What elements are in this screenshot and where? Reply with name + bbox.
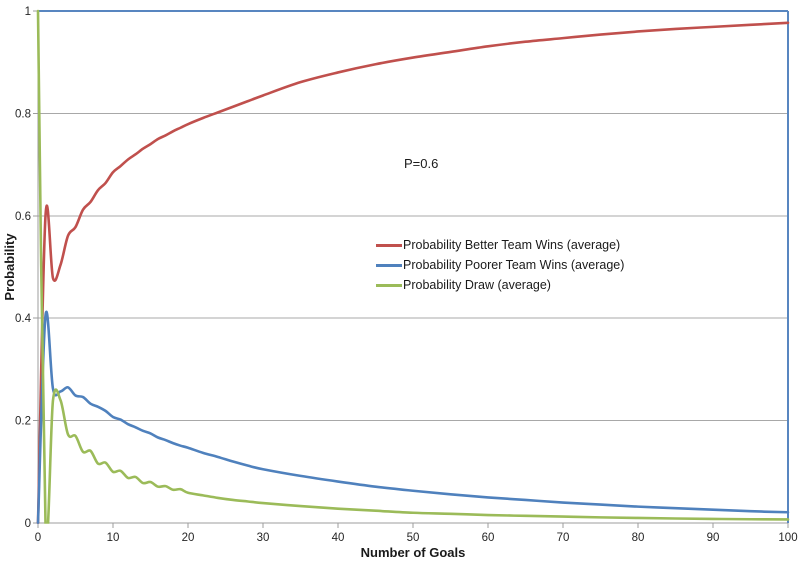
svg-text:1: 1 [25,6,31,18]
svg-text:20: 20 [182,532,195,544]
svg-text:0.8: 0.8 [15,108,31,120]
legend-label: Probability Poorer Team Wins (average) [403,258,625,272]
legend-label: Probability Better Team Wins (average) [403,238,621,252]
legend-line-swatch-blue [376,263,402,267]
svg-text:60: 60 [482,532,495,544]
legend-label: Probability Draw (average) [403,278,551,292]
svg-text:0.2: 0.2 [15,416,31,428]
svg-text:70: 70 [557,532,570,544]
x-axis-title: Number of Goals [360,545,466,560]
legend-line-swatch-red [376,243,402,247]
legend-item: Probability Better Team Wins (average) [376,235,624,255]
svg-text:0.6: 0.6 [15,211,31,223]
svg-text:0: 0 [25,518,31,530]
svg-text:0: 0 [35,532,41,544]
svg-text:90: 90 [707,532,720,544]
svg-text:50: 50 [407,532,420,544]
svg-text:0.4: 0.4 [15,313,32,325]
p-value-annotation: P=0.6 [404,156,439,171]
svg-text:40: 40 [332,532,345,544]
y-axis-title: Probability [2,233,17,301]
legend-line-swatch-green [376,283,402,287]
legend-item: Probability Draw (average) [376,275,624,295]
legend-item: Probability Poorer Team Wins (average) [376,255,624,275]
svg-text:80: 80 [632,532,645,544]
svg-text:30: 30 [257,532,270,544]
svg-text:100: 100 [778,532,797,544]
svg-text:10: 10 [107,532,120,544]
legend: Probability Better Team Wins (average) P… [376,235,624,295]
